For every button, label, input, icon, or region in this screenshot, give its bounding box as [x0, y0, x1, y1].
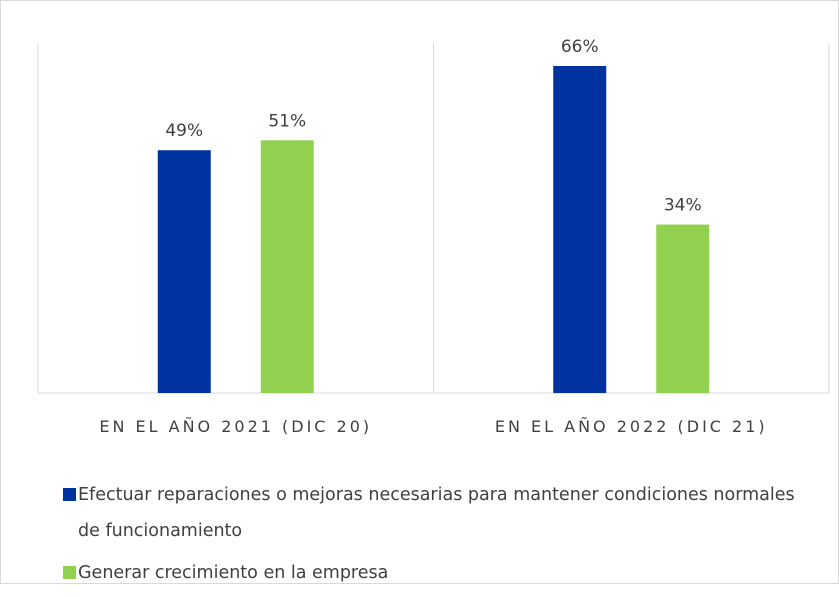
legend-label: Generar crecimiento en la empresa — [78, 563, 389, 583]
bar — [553, 66, 607, 393]
bar — [656, 224, 710, 393]
legend-item: Generar crecimiento en la empresa — [63, 555, 803, 591]
legend-item: Efectuar reparaciones o mejoras necesari… — [63, 477, 803, 549]
data-label: 34% — [664, 196, 702, 216]
data-label: 66% — [561, 37, 599, 57]
legend: Efectuar reparaciones o mejoras necesari… — [63, 477, 803, 597]
bar — [157, 150, 211, 393]
x-tick-label: EN EL AÑO 2021 (DIC 20) — [99, 417, 372, 436]
x-tick-label: EN EL AÑO 2022 (DIC 21) — [495, 417, 768, 436]
legend-label: Efectuar reparaciones o mejoras necesari… — [78, 485, 795, 541]
chart-frame: EN EL AÑO 2021 (DIC 20) 49% 51% EN EL AÑO 2… — [0, 0, 839, 584]
chart: EN EL AÑO 2021 (DIC 20) 49% 51% EN EL AÑO 2… — [37, 37, 830, 436]
legend-swatch — [63, 488, 76, 501]
data-label: 49% — [165, 121, 203, 141]
data-label: 51% — [268, 111, 306, 131]
bar — [260, 140, 314, 393]
legend-swatch — [63, 566, 76, 579]
